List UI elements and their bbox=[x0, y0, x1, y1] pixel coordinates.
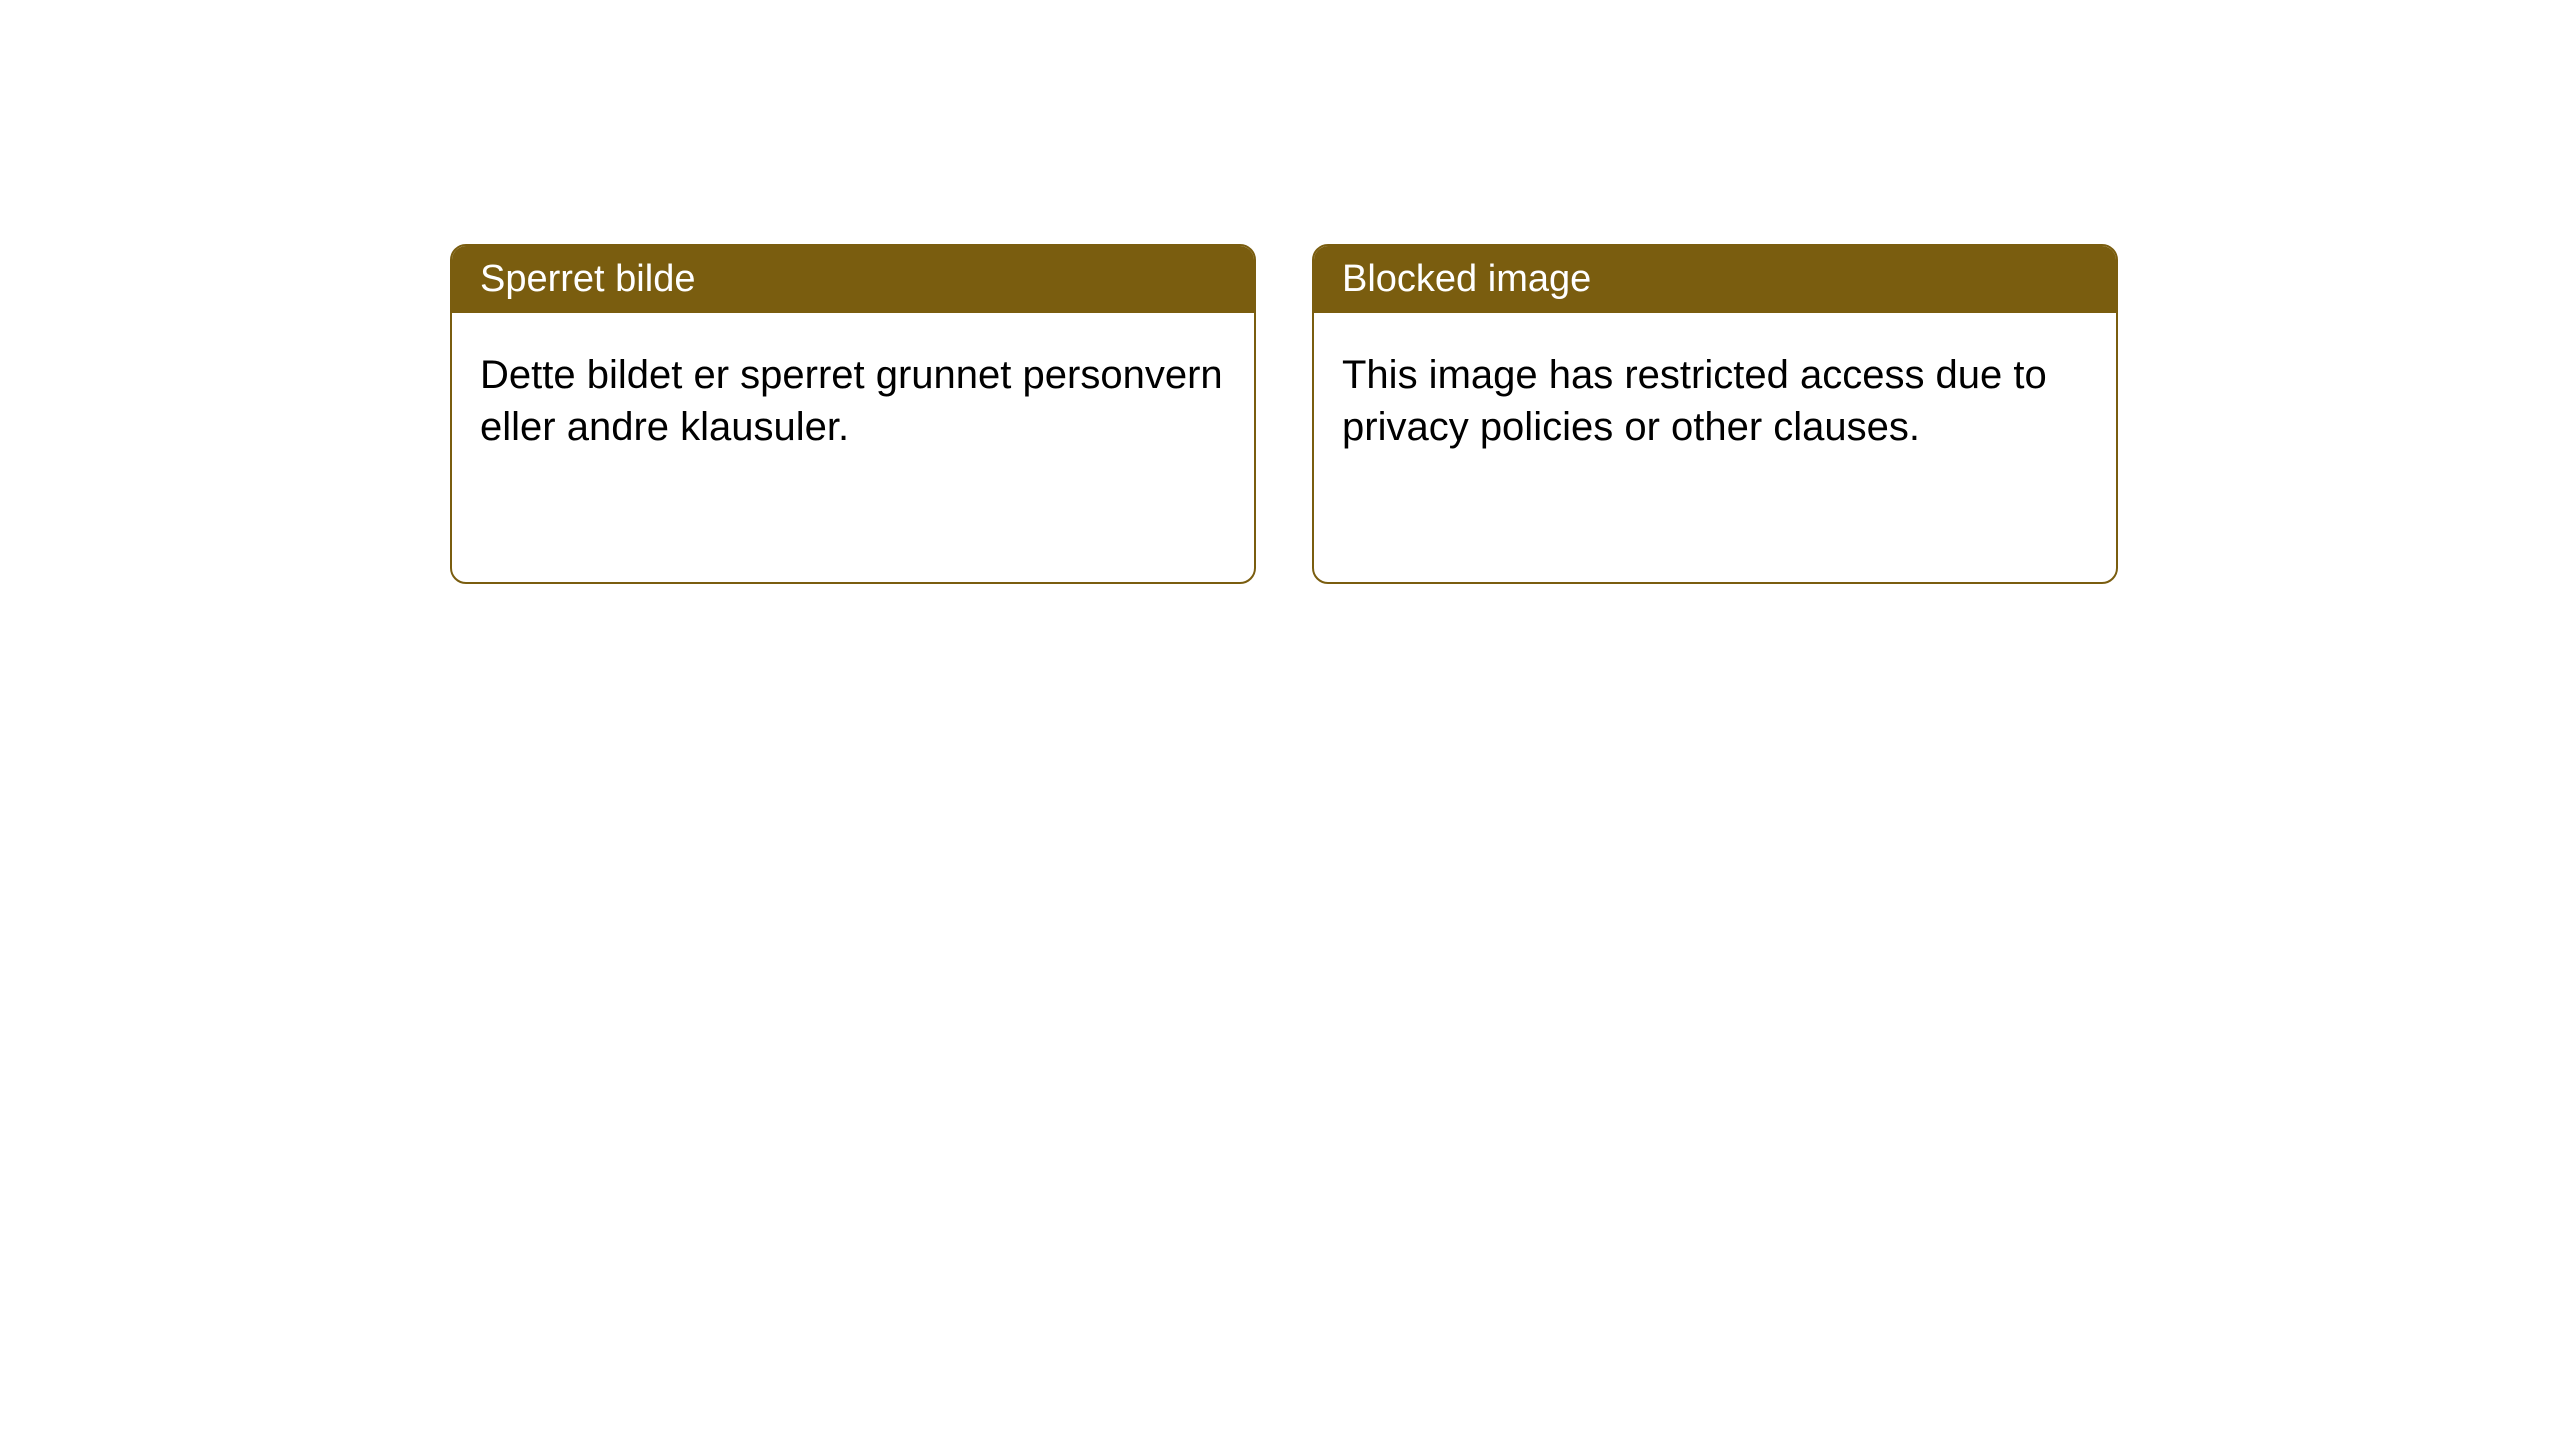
notice-container: Sperret bilde Dette bildet er sperret gr… bbox=[0, 0, 2560, 584]
notice-card-english: Blocked image This image has restricted … bbox=[1312, 244, 2118, 584]
card-header: Blocked image bbox=[1314, 246, 2116, 313]
card-title: Sperret bilde bbox=[480, 258, 695, 300]
card-body-text: This image has restricted access due to … bbox=[1342, 353, 2047, 449]
card-header: Sperret bilde bbox=[452, 246, 1254, 313]
card-title: Blocked image bbox=[1342, 258, 1591, 300]
card-body-text: Dette bildet er sperret grunnet personve… bbox=[480, 353, 1223, 449]
notice-card-norwegian: Sperret bilde Dette bildet er sperret gr… bbox=[450, 244, 1256, 584]
card-body: This image has restricted access due to … bbox=[1314, 313, 2116, 489]
card-body: Dette bildet er sperret grunnet personve… bbox=[452, 313, 1254, 489]
